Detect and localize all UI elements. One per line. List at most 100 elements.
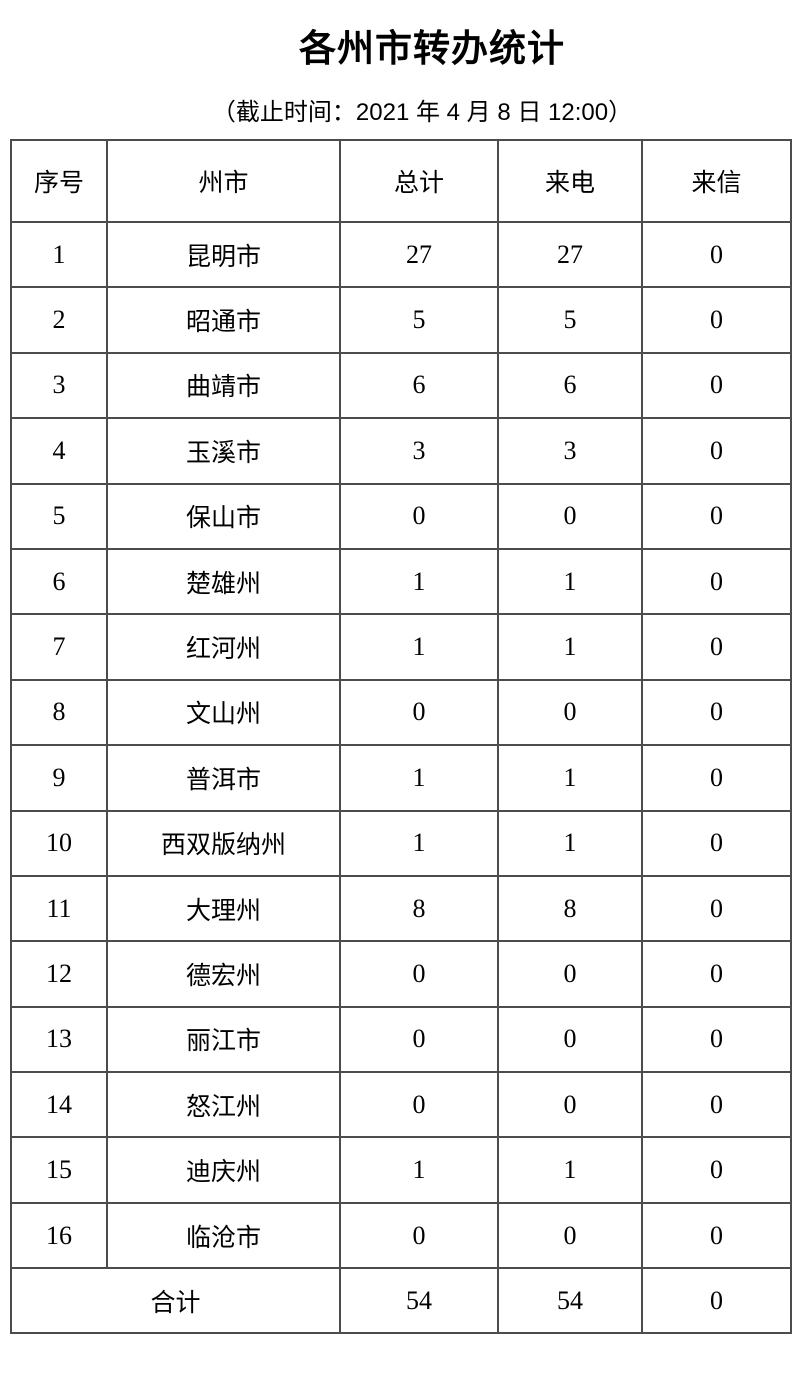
cell-total: 0 bbox=[339, 1071, 499, 1139]
cell-calls: 0 bbox=[497, 1005, 643, 1074]
cell-no: 9 bbox=[10, 744, 108, 812]
cell-no: 14 bbox=[10, 1071, 108, 1139]
cell-calls: 1 bbox=[497, 1136, 643, 1204]
cell-letters: 0 bbox=[641, 351, 792, 420]
cell-letters: 0 bbox=[641, 809, 792, 877]
cell-calls: 1 bbox=[497, 547, 643, 616]
cell-calls: 1 bbox=[497, 613, 643, 681]
cell-no: 7 bbox=[10, 613, 108, 681]
cell-total: 6 bbox=[339, 351, 499, 420]
document-header: 各州市转办统计 （截止时间：2021 年 4 月 8 日 12:00） bbox=[0, 26, 800, 127]
header-calls: 来电 bbox=[497, 139, 643, 223]
cell-total: 27 bbox=[339, 220, 499, 289]
cell-city: 红河州 bbox=[106, 613, 341, 681]
table-row: 14 怒江州 0 0 0 bbox=[10, 1071, 792, 1139]
table-row: 8 文山州 0 0 0 bbox=[10, 678, 792, 747]
footer-total: 54 bbox=[339, 1267, 499, 1335]
cell-city: 西双版纳州 bbox=[106, 809, 341, 877]
cell-total: 8 bbox=[339, 874, 499, 943]
cell-calls: 1 bbox=[497, 744, 643, 812]
cell-letters: 0 bbox=[641, 547, 792, 616]
table-row: 1 昆明市 27 27 0 bbox=[10, 220, 792, 289]
cell-calls: 1 bbox=[497, 809, 643, 877]
cell-letters: 0 bbox=[641, 1136, 792, 1204]
cell-calls: 0 bbox=[497, 1071, 643, 1139]
cell-city: 曲靖市 bbox=[106, 351, 341, 420]
cell-city: 玉溪市 bbox=[106, 417, 341, 485]
cell-letters: 0 bbox=[641, 1071, 792, 1139]
cell-letters: 0 bbox=[641, 613, 792, 681]
cell-no: 6 bbox=[10, 547, 108, 616]
cell-no: 16 bbox=[10, 1201, 108, 1270]
header-city: 州市 bbox=[106, 139, 341, 223]
cell-calls: 5 bbox=[497, 286, 643, 354]
cell-total: 0 bbox=[339, 482, 499, 550]
cell-total: 1 bbox=[339, 744, 499, 812]
cell-letters: 0 bbox=[641, 874, 792, 943]
cell-city: 丽江市 bbox=[106, 1005, 341, 1074]
table-row: 2 昭通市 5 5 0 bbox=[10, 286, 792, 354]
cell-no: 2 bbox=[10, 286, 108, 354]
cell-total: 0 bbox=[339, 1201, 499, 1270]
table-row: 6 楚雄州 1 1 0 bbox=[10, 547, 792, 616]
cell-total: 3 bbox=[339, 417, 499, 485]
cell-no: 13 bbox=[10, 1005, 108, 1074]
table-row: 12 德宏州 0 0 0 bbox=[10, 940, 792, 1008]
cell-letters: 0 bbox=[641, 940, 792, 1008]
cell-calls: 0 bbox=[497, 940, 643, 1008]
table-row: 4 玉溪市 3 3 0 bbox=[10, 417, 792, 485]
cell-no: 10 bbox=[10, 809, 108, 877]
table-row: 10 西双版纳州 1 1 0 bbox=[10, 809, 792, 877]
table-row: 5 保山市 0 0 0 bbox=[10, 482, 792, 550]
table-header-row: 序号 州市 总计 来电 来信 bbox=[10, 139, 792, 223]
page-title: 各州市转办统计 bbox=[299, 28, 565, 69]
cell-no: 11 bbox=[10, 874, 108, 943]
cell-city: 昭通市 bbox=[106, 286, 341, 354]
cell-city: 德宏州 bbox=[106, 940, 341, 1008]
cell-no: 3 bbox=[10, 351, 108, 420]
cell-letters: 0 bbox=[641, 220, 792, 289]
table-row: 15 迪庆州 1 1 0 bbox=[10, 1136, 792, 1204]
cell-total: 0 bbox=[339, 940, 499, 1008]
statistics-table: 序号 州市 总计 来电 来信 1 昆明市 27 27 0 2 昭通市 5 5 0… bbox=[10, 139, 792, 1335]
footer-label: 合计 bbox=[10, 1267, 341, 1335]
cell-total: 0 bbox=[339, 678, 499, 747]
cell-city: 昆明市 bbox=[106, 220, 341, 289]
cell-city: 文山州 bbox=[106, 678, 341, 747]
cell-city: 楚雄州 bbox=[106, 547, 341, 616]
cell-total: 1 bbox=[339, 809, 499, 877]
cell-calls: 0 bbox=[497, 678, 643, 747]
table-row: 13 丽江市 0 0 0 bbox=[10, 1005, 792, 1074]
cell-no: 12 bbox=[10, 940, 108, 1008]
cell-calls: 0 bbox=[497, 482, 643, 550]
table-row: 9 普洱市 1 1 0 bbox=[10, 744, 792, 812]
cell-calls: 3 bbox=[497, 417, 643, 485]
cell-city: 保山市 bbox=[106, 482, 341, 550]
cell-city: 怒江州 bbox=[106, 1071, 341, 1139]
table-row: 16 临沧市 0 0 0 bbox=[10, 1201, 792, 1270]
cell-total: 1 bbox=[339, 613, 499, 681]
footer-letters: 0 bbox=[641, 1267, 792, 1335]
cell-letters: 0 bbox=[641, 286, 792, 354]
cell-calls: 0 bbox=[497, 1201, 643, 1270]
header-letters: 来信 bbox=[641, 139, 792, 223]
cell-calls: 27 bbox=[497, 220, 643, 289]
cell-total: 1 bbox=[339, 547, 499, 616]
cell-no: 8 bbox=[10, 678, 108, 747]
cell-city: 迪庆州 bbox=[106, 1136, 341, 1204]
header-total: 总计 bbox=[339, 139, 499, 223]
cell-no: 15 bbox=[10, 1136, 108, 1204]
cell-calls: 6 bbox=[497, 351, 643, 420]
cell-city: 大理州 bbox=[106, 874, 341, 943]
table-footer-row: 合计 54 54 0 bbox=[10, 1267, 792, 1335]
header-no: 序号 bbox=[10, 139, 108, 223]
footer-calls: 54 bbox=[497, 1267, 643, 1335]
cell-total: 1 bbox=[339, 1136, 499, 1204]
table-row: 11 大理州 8 8 0 bbox=[10, 874, 792, 943]
cell-letters: 0 bbox=[641, 417, 792, 485]
cell-calls: 8 bbox=[497, 874, 643, 943]
table-row: 3 曲靖市 6 6 0 bbox=[10, 351, 792, 420]
cell-city: 临沧市 bbox=[106, 1201, 341, 1270]
cell-letters: 0 bbox=[641, 744, 792, 812]
cell-total: 0 bbox=[339, 1005, 499, 1074]
